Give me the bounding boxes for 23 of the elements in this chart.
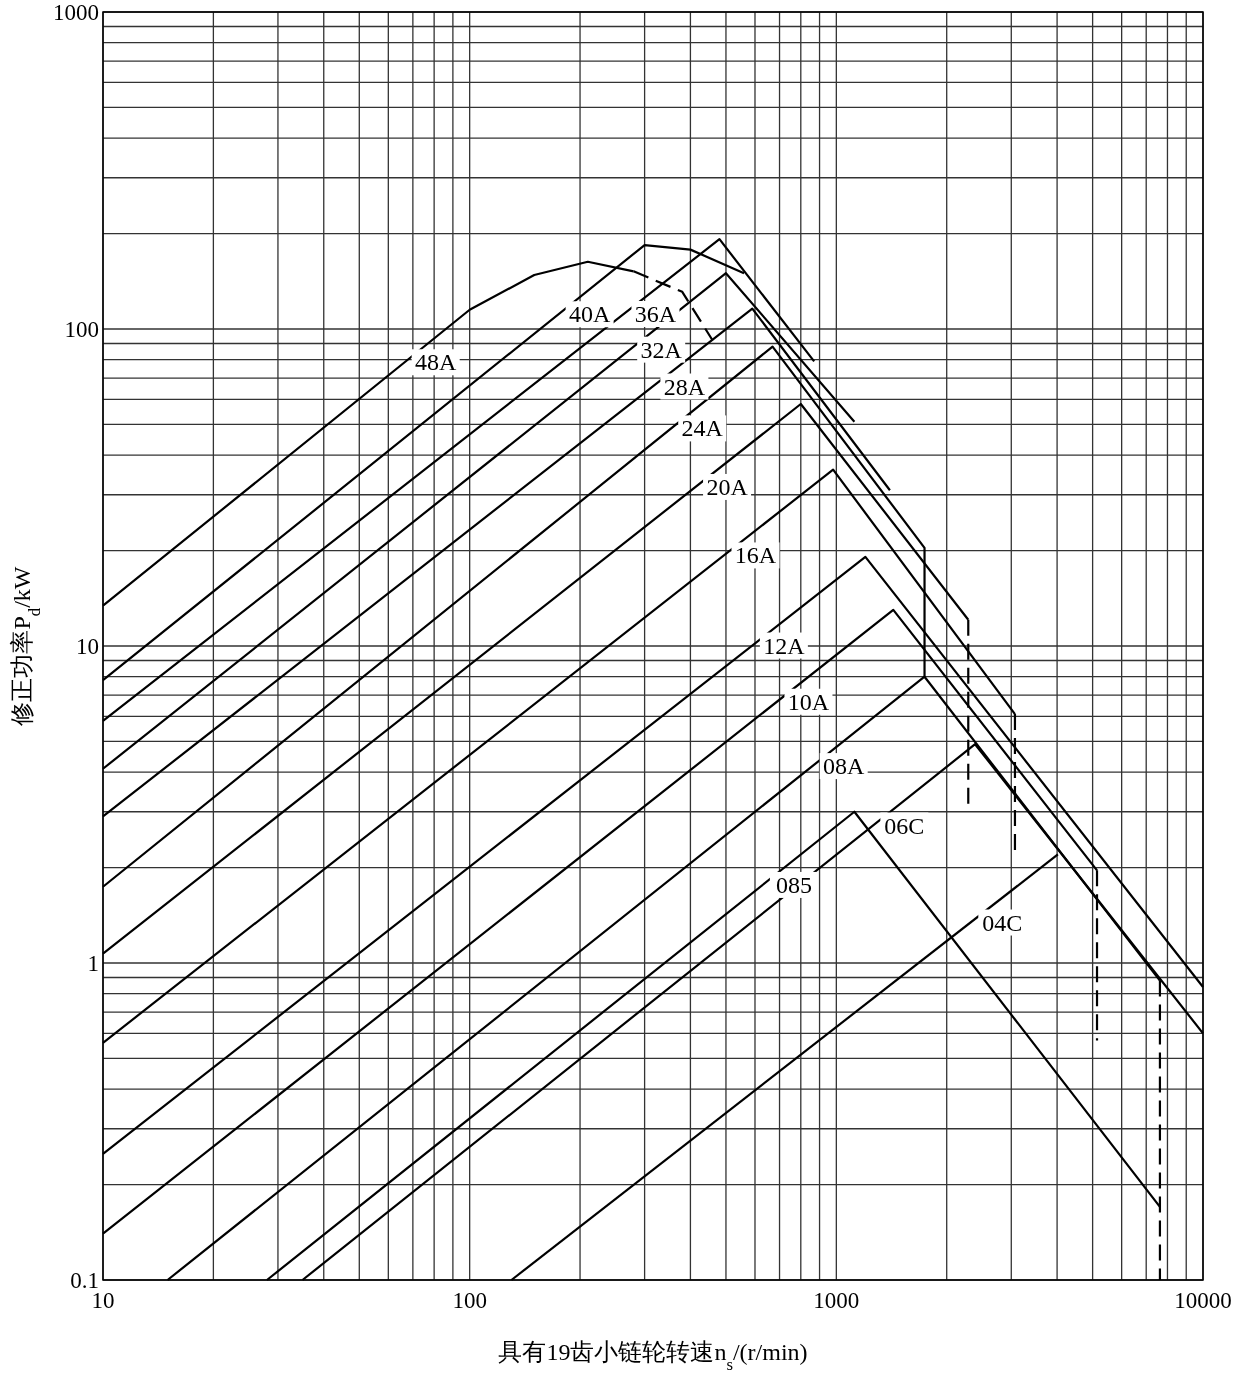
series-label: 10A [787,688,830,715]
x-tick-label: 1000 [813,1288,860,1313]
series-label: 12A [763,632,806,659]
y-tick-label: 0.1 [70,1267,99,1293]
series-label: 20A [706,473,749,500]
y-tick-label: 100 [64,316,99,342]
series-label: 48A [414,349,457,376]
series-label: 28A [663,373,706,400]
series-label: 32A [640,336,683,363]
series-label: 06C [884,812,925,839]
x-tick-label: 100 [452,1288,487,1313]
series-label: 085 [775,871,812,898]
series-label: 40A [568,301,611,328]
series-label: 16A [734,542,777,569]
x-tick-label: 10000 [1174,1288,1232,1313]
y-tick-label: 1000 [53,0,99,25]
series-label: 08A [823,753,866,780]
x-axis-title: 具有19齿小链轮转速n$_{s}$/(r/min) [498,1339,808,1374]
y-tick-label: 1 [87,950,99,976]
series-label: 36A [634,301,677,328]
series-label: 24A [681,415,724,442]
series-label: 04C [982,909,1023,936]
y-tick-label: 10 [76,633,99,659]
